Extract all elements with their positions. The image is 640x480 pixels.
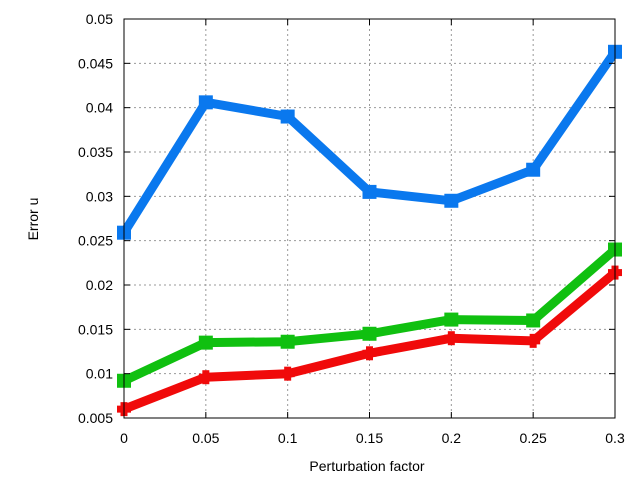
series-0	[117, 44, 622, 240]
y-tick-label: 0.01	[86, 366, 113, 382]
data-point	[526, 333, 541, 348]
x-tick-label: 0.15	[356, 430, 383, 446]
y-tick-label: 0.05	[86, 11, 113, 27]
data-point	[198, 370, 213, 385]
x-tick-label: 0.1	[278, 430, 298, 446]
data-point	[280, 334, 295, 349]
x-tick-label: 0.2	[442, 430, 462, 446]
x-tick-label: 0.3	[605, 430, 625, 446]
tick-marks	[123, 18, 616, 419]
x-tick-label: 0	[120, 430, 128, 446]
series-1	[117, 242, 622, 388]
y-tick-label: 0.035	[78, 144, 113, 160]
y-tick-label: 0.005	[78, 410, 113, 426]
x-tick-label: 0.05	[192, 430, 219, 446]
y-tick-label: 0.04	[86, 100, 113, 116]
y-tick-label: 0.025	[78, 233, 113, 249]
y-tick-label: 0.045	[78, 55, 113, 71]
x-tick-label: 0.25	[520, 430, 547, 446]
y-tick-label: 0.03	[86, 188, 113, 204]
y-axis-title: Error u	[25, 198, 41, 241]
data-point	[280, 109, 295, 124]
data-point	[526, 162, 541, 177]
data-point	[198, 95, 213, 110]
data-point	[362, 184, 377, 199]
data-point	[280, 366, 295, 381]
tick-labels: 0 0.05 0.1 0.15 0.2 0.25 0.3 0.005 0.01 0.015 0.02…	[78, 11, 625, 446]
data-point	[362, 346, 377, 361]
grid	[124, 19, 615, 418]
data-point	[362, 326, 377, 341]
y-tick-label: 0.015	[78, 321, 113, 337]
data-point	[526, 313, 541, 328]
data-point	[444, 193, 459, 208]
data-point	[444, 331, 459, 346]
x-axis-title: Perturbation factor	[309, 458, 425, 474]
data-point	[444, 312, 459, 327]
y-tick-label: 0.02	[86, 277, 113, 293]
data-point	[198, 335, 213, 350]
